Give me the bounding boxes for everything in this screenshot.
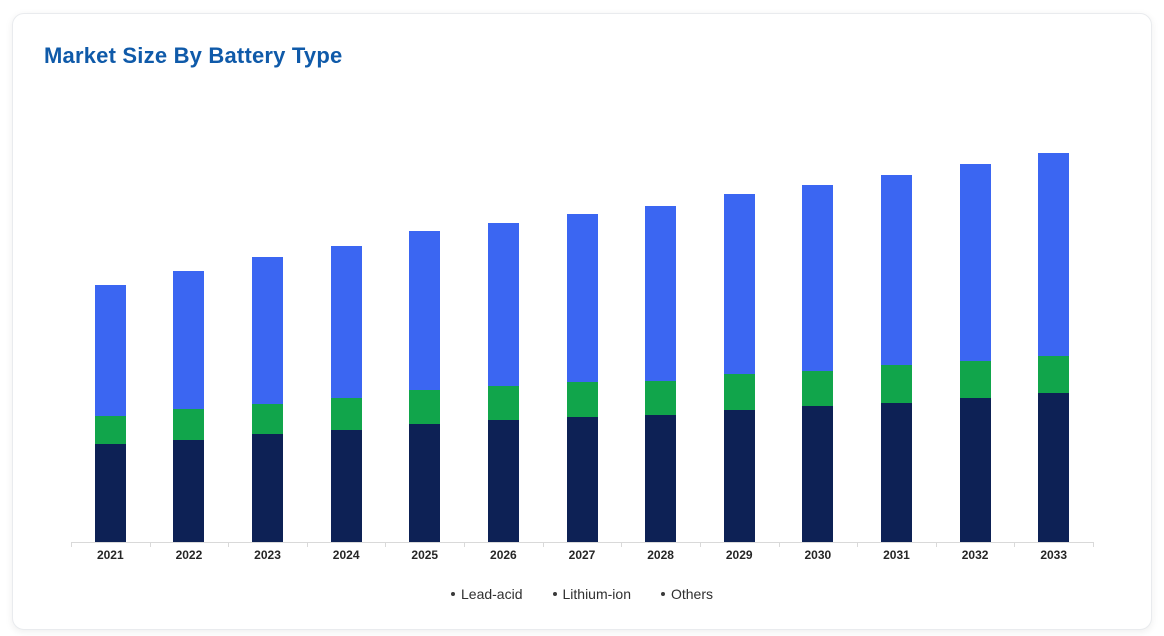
legend-item-lead-acid[interactable]: Lead-acid [451, 586, 523, 602]
bar-segment-lithium-ion-2027[interactable] [566, 214, 598, 382]
bar-segment-others-2029[interactable] [723, 374, 755, 410]
legend-item-others[interactable]: Others [660, 586, 713, 602]
x-axis-tick [71, 542, 72, 547]
bar-2028[interactable] [645, 206, 677, 542]
x-axis-label-2026: 2026 [490, 548, 517, 562]
legend: Lead-acid Lithium-ion Others [13, 586, 1151, 602]
bar-2029[interactable] [723, 194, 755, 542]
bar-segment-others-2030[interactable] [802, 371, 834, 406]
bar-2033[interactable] [1038, 153, 1070, 542]
bar-segment-lithium-ion-2029[interactable] [723, 194, 755, 374]
x-axis-label-2024: 2024 [332, 548, 360, 562]
x-axis-label-2022: 2022 [175, 548, 203, 562]
legend-item-lithium-ion[interactable]: Lithium-ion [552, 586, 631, 602]
bar-segment-others-2024[interactable] [330, 398, 362, 430]
x-axis-tick [699, 542, 701, 547]
bar-segment-others-2021[interactable] [94, 416, 126, 444]
bar-2024[interactable] [330, 246, 362, 542]
bar-segment-lithium-ion-2024[interactable] [330, 246, 362, 398]
bar-segment-lead-acid-2027[interactable] [566, 417, 598, 542]
bar-segment-lithium-ion-2028[interactable] [645, 206, 677, 381]
bar-segment-lithium-ion-2021[interactable] [94, 285, 126, 416]
bar-segment-lead-acid-2022[interactable] [173, 440, 205, 542]
bar-segment-lead-acid-2021[interactable] [94, 444, 126, 542]
x-axis-label-2028: 2028 [647, 548, 674, 562]
x-axis-tick [542, 542, 544, 547]
x-axis-label-2023: 2023 [254, 548, 281, 562]
legend-dot-icon [660, 592, 665, 596]
bar-segment-others-2022[interactable] [173, 409, 205, 440]
bar-2030[interactable] [802, 185, 834, 542]
bar-2023[interactable] [252, 257, 284, 542]
bar-segment-others-2025[interactable] [409, 390, 441, 424]
x-axis-label-2027: 2027 [568, 548, 596, 562]
legend-label: Lithium-ion [562, 586, 631, 602]
bar-segment-lead-acid-2024[interactable] [330, 430, 362, 542]
x-axis-label-2021: 2021 [96, 548, 124, 562]
bar-segment-lithium-ion-2022[interactable] [173, 271, 205, 409]
bar-segment-lead-acid-2032[interactable] [959, 398, 991, 542]
bar-segment-others-2033[interactable] [1038, 356, 1070, 393]
x-axis-tick [385, 542, 387, 547]
x-axis-label-2029: 2029 [725, 548, 753, 562]
bar-segment-lithium-ion-2026[interactable] [487, 223, 519, 386]
bar-2022[interactable] [173, 271, 205, 542]
x-axis-label-2030: 2030 [804, 548, 832, 562]
legend-dot-icon [552, 592, 557, 596]
bar-segment-lead-acid-2028[interactable] [645, 415, 677, 542]
bar-segment-lithium-ion-2032[interactable] [959, 164, 991, 361]
legend-dot-icon [451, 592, 455, 596]
bar-2031[interactable] [880, 175, 912, 542]
bar-2032[interactable] [959, 164, 991, 542]
x-axis-tick [621, 542, 623, 547]
bar-segment-lead-acid-2025[interactable] [409, 424, 441, 542]
bar-2025[interactable] [409, 231, 441, 542]
x-axis-line [71, 542, 1094, 543]
bar-segment-others-2027[interactable] [566, 382, 598, 417]
x-axis-label-2033: 2033 [1040, 548, 1068, 562]
bar-segment-lead-acid-2026[interactable] [487, 420, 519, 542]
bar-segment-lead-acid-2033[interactable] [1038, 393, 1070, 542]
bar-2021[interactable] [94, 285, 126, 542]
x-axis-tick [464, 542, 466, 547]
x-axis-tick [306, 542, 308, 547]
bar-segment-others-2023[interactable] [252, 404, 284, 434]
bar-2027[interactable] [566, 214, 598, 542]
bar-2026[interactable] [487, 223, 519, 542]
x-axis-tick [1014, 542, 1016, 547]
bar-segment-others-2031[interactable] [880, 365, 912, 403]
bar-segment-others-2028[interactable] [645, 381, 677, 415]
bar-segment-others-2026[interactable] [487, 386, 519, 420]
legend-label: Lead-acid [461, 586, 523, 602]
x-axis-label-2025: 2025 [411, 548, 439, 562]
plot-area [71, 152, 1093, 542]
x-axis-labels: 2021 2022 2023 2024 2025 2026 2027 2028 2029 2030… [71, 548, 1093, 564]
x-axis-label-2032: 2032 [961, 548, 989, 562]
bar-segment-lithium-ion-2031[interactable] [880, 175, 912, 365]
bar-segment-lead-acid-2023[interactable] [252, 434, 284, 542]
bar-segment-lithium-ion-2033[interactable] [1038, 153, 1070, 356]
x-axis-tick [778, 542, 780, 547]
bar-segment-lithium-ion-2023[interactable] [252, 257, 284, 404]
x-axis-tick [1093, 542, 1094, 547]
chart-card: Market Size By Battery Type 2021 2022 2023… [12, 13, 1152, 630]
x-axis-tick [228, 542, 230, 547]
chart-title: Market Size By Battery Type [44, 43, 343, 68]
x-axis-tick [149, 542, 151, 547]
x-axis-label-2031: 2031 [883, 548, 910, 562]
bar-segment-lead-acid-2029[interactable] [723, 410, 755, 542]
bar-segment-lithium-ion-2030[interactable] [802, 185, 834, 371]
bar-segment-lead-acid-2031[interactable] [880, 403, 912, 542]
x-axis-tick [935, 542, 937, 547]
bar-segment-lead-acid-2030[interactable] [802, 406, 834, 542]
legend-label: Others [670, 586, 713, 602]
x-axis-tick [857, 542, 859, 547]
bar-segment-others-2032[interactable] [959, 361, 991, 398]
bar-segment-lithium-ion-2025[interactable] [409, 231, 441, 390]
